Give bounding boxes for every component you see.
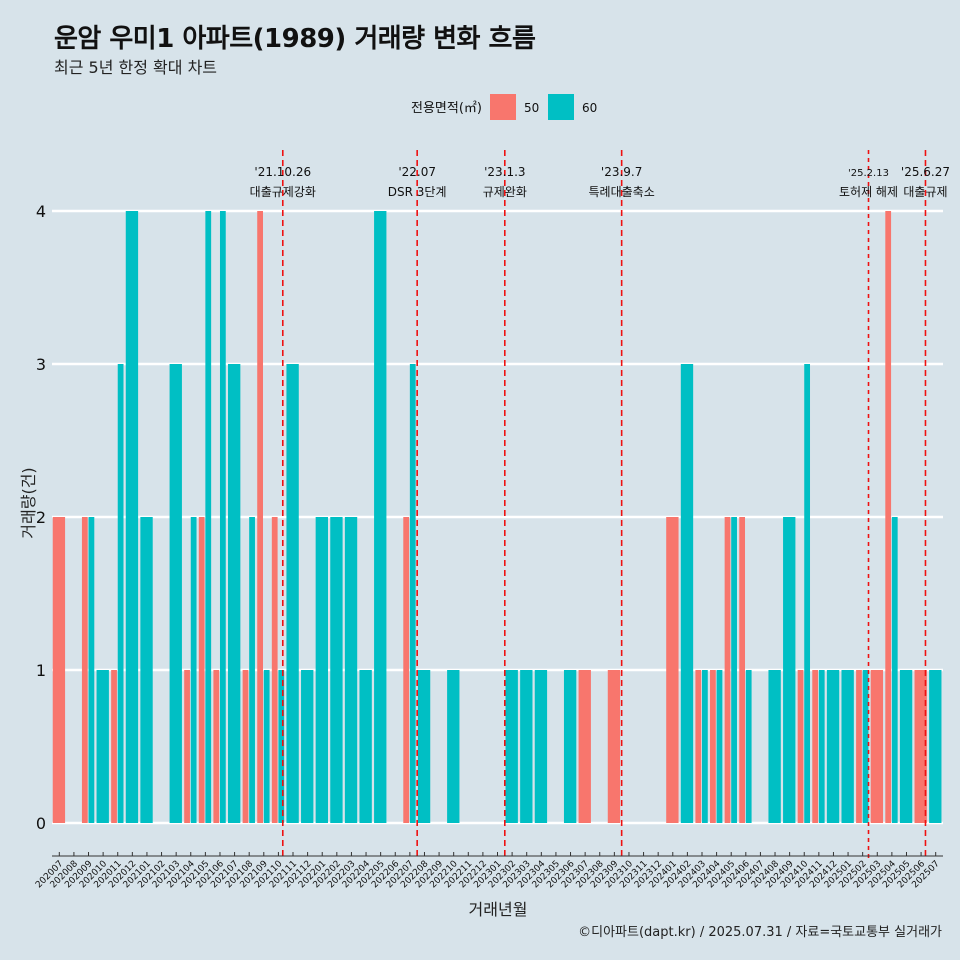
bar-202106-50 [213,670,220,823]
bar-202504-60 [891,517,898,823]
bar-202307-50 [578,670,591,823]
bar-202202-60 [330,517,343,823]
bar-202304-60 [534,670,548,823]
y-tick-label-2: 2 [36,508,46,527]
bar-202411-60 [818,670,825,823]
event-date-1: '22.07 [398,165,436,179]
bar-202402-60 [680,364,694,823]
bar-202101-60 [140,517,153,823]
bar-202302-60 [505,670,518,823]
legend-label-50: 50 [524,101,539,115]
y-tick-label-3: 3 [36,355,46,374]
event-label-0: 대출규제강화 [250,185,316,199]
bar-202408-60 [768,670,781,823]
bar-202411-50 [812,670,819,823]
bar-202011-50 [111,670,117,823]
legend-swatch-50 [490,94,516,120]
bar-202210-60 [447,670,460,823]
legend: 전용면적(㎡) 50 60 [411,94,597,120]
caption: ©디아파트(dapt.kr) / 2025.07.31 / 자료=국토교통부 실… [578,925,942,940]
bar-202106-60 [219,211,226,823]
bar-202412-60 [826,670,840,823]
bar-202306-60 [563,670,577,823]
bar-202410-60 [804,364,811,823]
bar-202502-50 [856,670,862,823]
bar-202405-60 [731,517,737,823]
event-label-3: 특례대출축소 [589,185,655,199]
bar-202404-60 [716,670,723,823]
bar-202104-50 [184,670,190,823]
bars [52,211,942,823]
x-axis-label: 거래년월 [469,900,528,919]
y-tick-label-4: 4 [36,202,46,221]
bar-202108-60 [249,517,255,823]
event-label-4: 토허제 해제 [839,185,898,199]
bar-202009-50 [81,517,88,823]
event-label-5: 대출규제 [903,185,947,199]
bar-202110-60 [278,670,285,823]
bar-202406-60 [745,670,752,823]
bar-202303-60 [520,670,533,823]
bar-202201-60 [315,517,328,823]
bar-202409-60 [783,517,796,823]
bar-202405-50 [724,517,731,823]
bar-202108-50 [242,670,249,823]
bar-202501-60 [841,670,854,823]
bar-202205-60 [374,211,387,823]
event-date-4: '25.2.13 [848,168,889,179]
bar-202410-50 [797,670,804,823]
event-label-1: DSR 3단계 [388,185,447,199]
event-label-2: 규제완화 [483,185,527,199]
y-tick-label-0: 0 [36,814,46,833]
bar-202504-50 [885,211,892,823]
bar-202207-50 [403,517,410,823]
bar-202009-60 [88,517,95,823]
chart-title: 운암 우미1 아파트(1989) 거래량 변화 흐름 [54,24,536,54]
legend-title: 전용면적(㎡) [411,101,482,116]
event-date-3: '23.9.7 [601,165,642,179]
bar-202110-50 [271,517,278,823]
bar-202012-60 [125,211,139,823]
y-tick-label-1: 1 [36,661,46,680]
bar-202111-60 [286,364,299,823]
bar-202105-50 [198,517,205,823]
bar-202104-60 [190,517,197,823]
bar-202109-50 [257,211,263,823]
bar-202507-60 [929,670,942,823]
bar-202404-50 [710,670,716,823]
bar-202207-60 [409,364,416,823]
bar-202401-50 [666,517,679,823]
bar-202105-60 [205,211,212,823]
bar-202010-60 [96,670,109,823]
bar-202505-60 [899,670,913,823]
bar-202204-60 [359,670,372,823]
legend-label-60: 60 [582,101,597,115]
y-axis-label: 거래량(건) [19,467,38,538]
bar-202506-50 [914,670,927,823]
event-date-5: '25.6.27 [901,165,950,179]
bar-202011-60 [117,364,124,823]
bar-202403-60 [701,670,708,823]
bar-202107-60 [228,364,241,823]
bar-202403-50 [695,670,702,823]
bar-202503-50 [870,670,884,823]
event-date-2: '23.1.3 [484,165,525,179]
bar-202203-60 [344,517,358,823]
bar-202007-50 [52,517,66,823]
legend-swatch-60 [548,94,574,120]
bar-202502-60 [862,670,869,823]
event-date-0: '21.10.26 [254,165,311,179]
event-annotations: '21.10.26 대출규제강화 '22.07 DSR 3단계 '23.1.3 규제완화 '… [250,150,950,858]
bar-202406-50 [739,517,746,823]
bar-202208-60 [417,670,431,823]
bar-202109-60 [263,670,270,823]
chart-subtitle: 최근 5년 한정 확대 차트 [54,58,218,77]
bar-202112-60 [301,670,314,823]
bar-202103-60 [169,364,182,823]
bar-202309-50 [607,670,621,823]
